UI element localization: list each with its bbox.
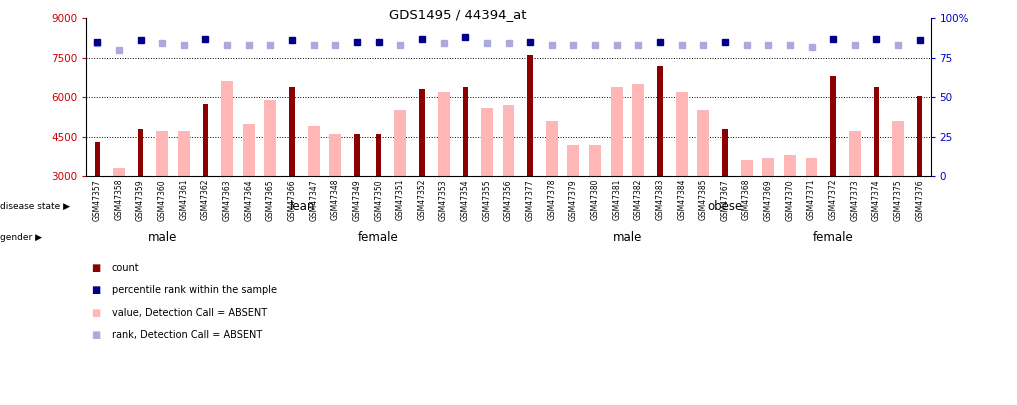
Bar [202,104,208,176]
Bar [917,96,922,176]
Bar [740,160,753,176]
Bar [264,100,277,176]
Text: ■: ■ [92,263,101,273]
Bar [308,126,319,176]
Bar [589,145,601,176]
Text: ■: ■ [92,330,101,340]
Bar [419,90,425,176]
Text: male: male [147,231,177,244]
Bar [95,142,100,176]
Text: count: count [112,263,139,273]
Bar [290,87,295,176]
Bar [784,155,796,176]
Bar [831,76,836,176]
Bar [157,131,168,176]
Bar [849,131,860,176]
Bar [330,134,342,176]
Text: rank, Detection Call = ABSENT: rank, Detection Call = ABSENT [112,330,262,340]
Text: disease state ▶: disease state ▶ [0,202,70,211]
Bar [502,105,515,176]
Bar [243,124,254,176]
Bar [138,129,143,176]
Bar [567,145,580,176]
Bar [463,87,468,176]
Bar [481,108,493,176]
Bar [113,168,125,176]
Bar [178,131,190,176]
Text: value, Detection Call = ABSENT: value, Detection Call = ABSENT [112,308,267,318]
Bar [657,66,663,176]
Bar [221,81,233,176]
Bar [633,84,645,176]
Text: ■: ■ [92,308,101,318]
Bar [892,121,904,176]
Text: male: male [613,231,642,244]
Bar [528,55,533,176]
Text: ■: ■ [92,286,101,295]
Text: GDS1495 / 44394_at: GDS1495 / 44394_at [388,8,527,21]
Bar [675,92,687,176]
Text: obese: obese [707,200,742,213]
Bar [874,87,879,176]
Bar [611,87,622,176]
Bar [722,129,727,176]
Bar [546,121,557,176]
Text: female: female [358,231,399,244]
Bar [698,111,709,176]
Text: female: female [813,231,853,244]
Bar [763,158,774,176]
Bar [395,111,406,176]
Text: lean: lean [290,200,315,213]
Bar [354,134,360,176]
Text: gender ▶: gender ▶ [0,233,42,242]
Bar [437,92,450,176]
Text: percentile rank within the sample: percentile rank within the sample [112,286,277,295]
Bar [805,158,818,176]
Bar [376,134,381,176]
